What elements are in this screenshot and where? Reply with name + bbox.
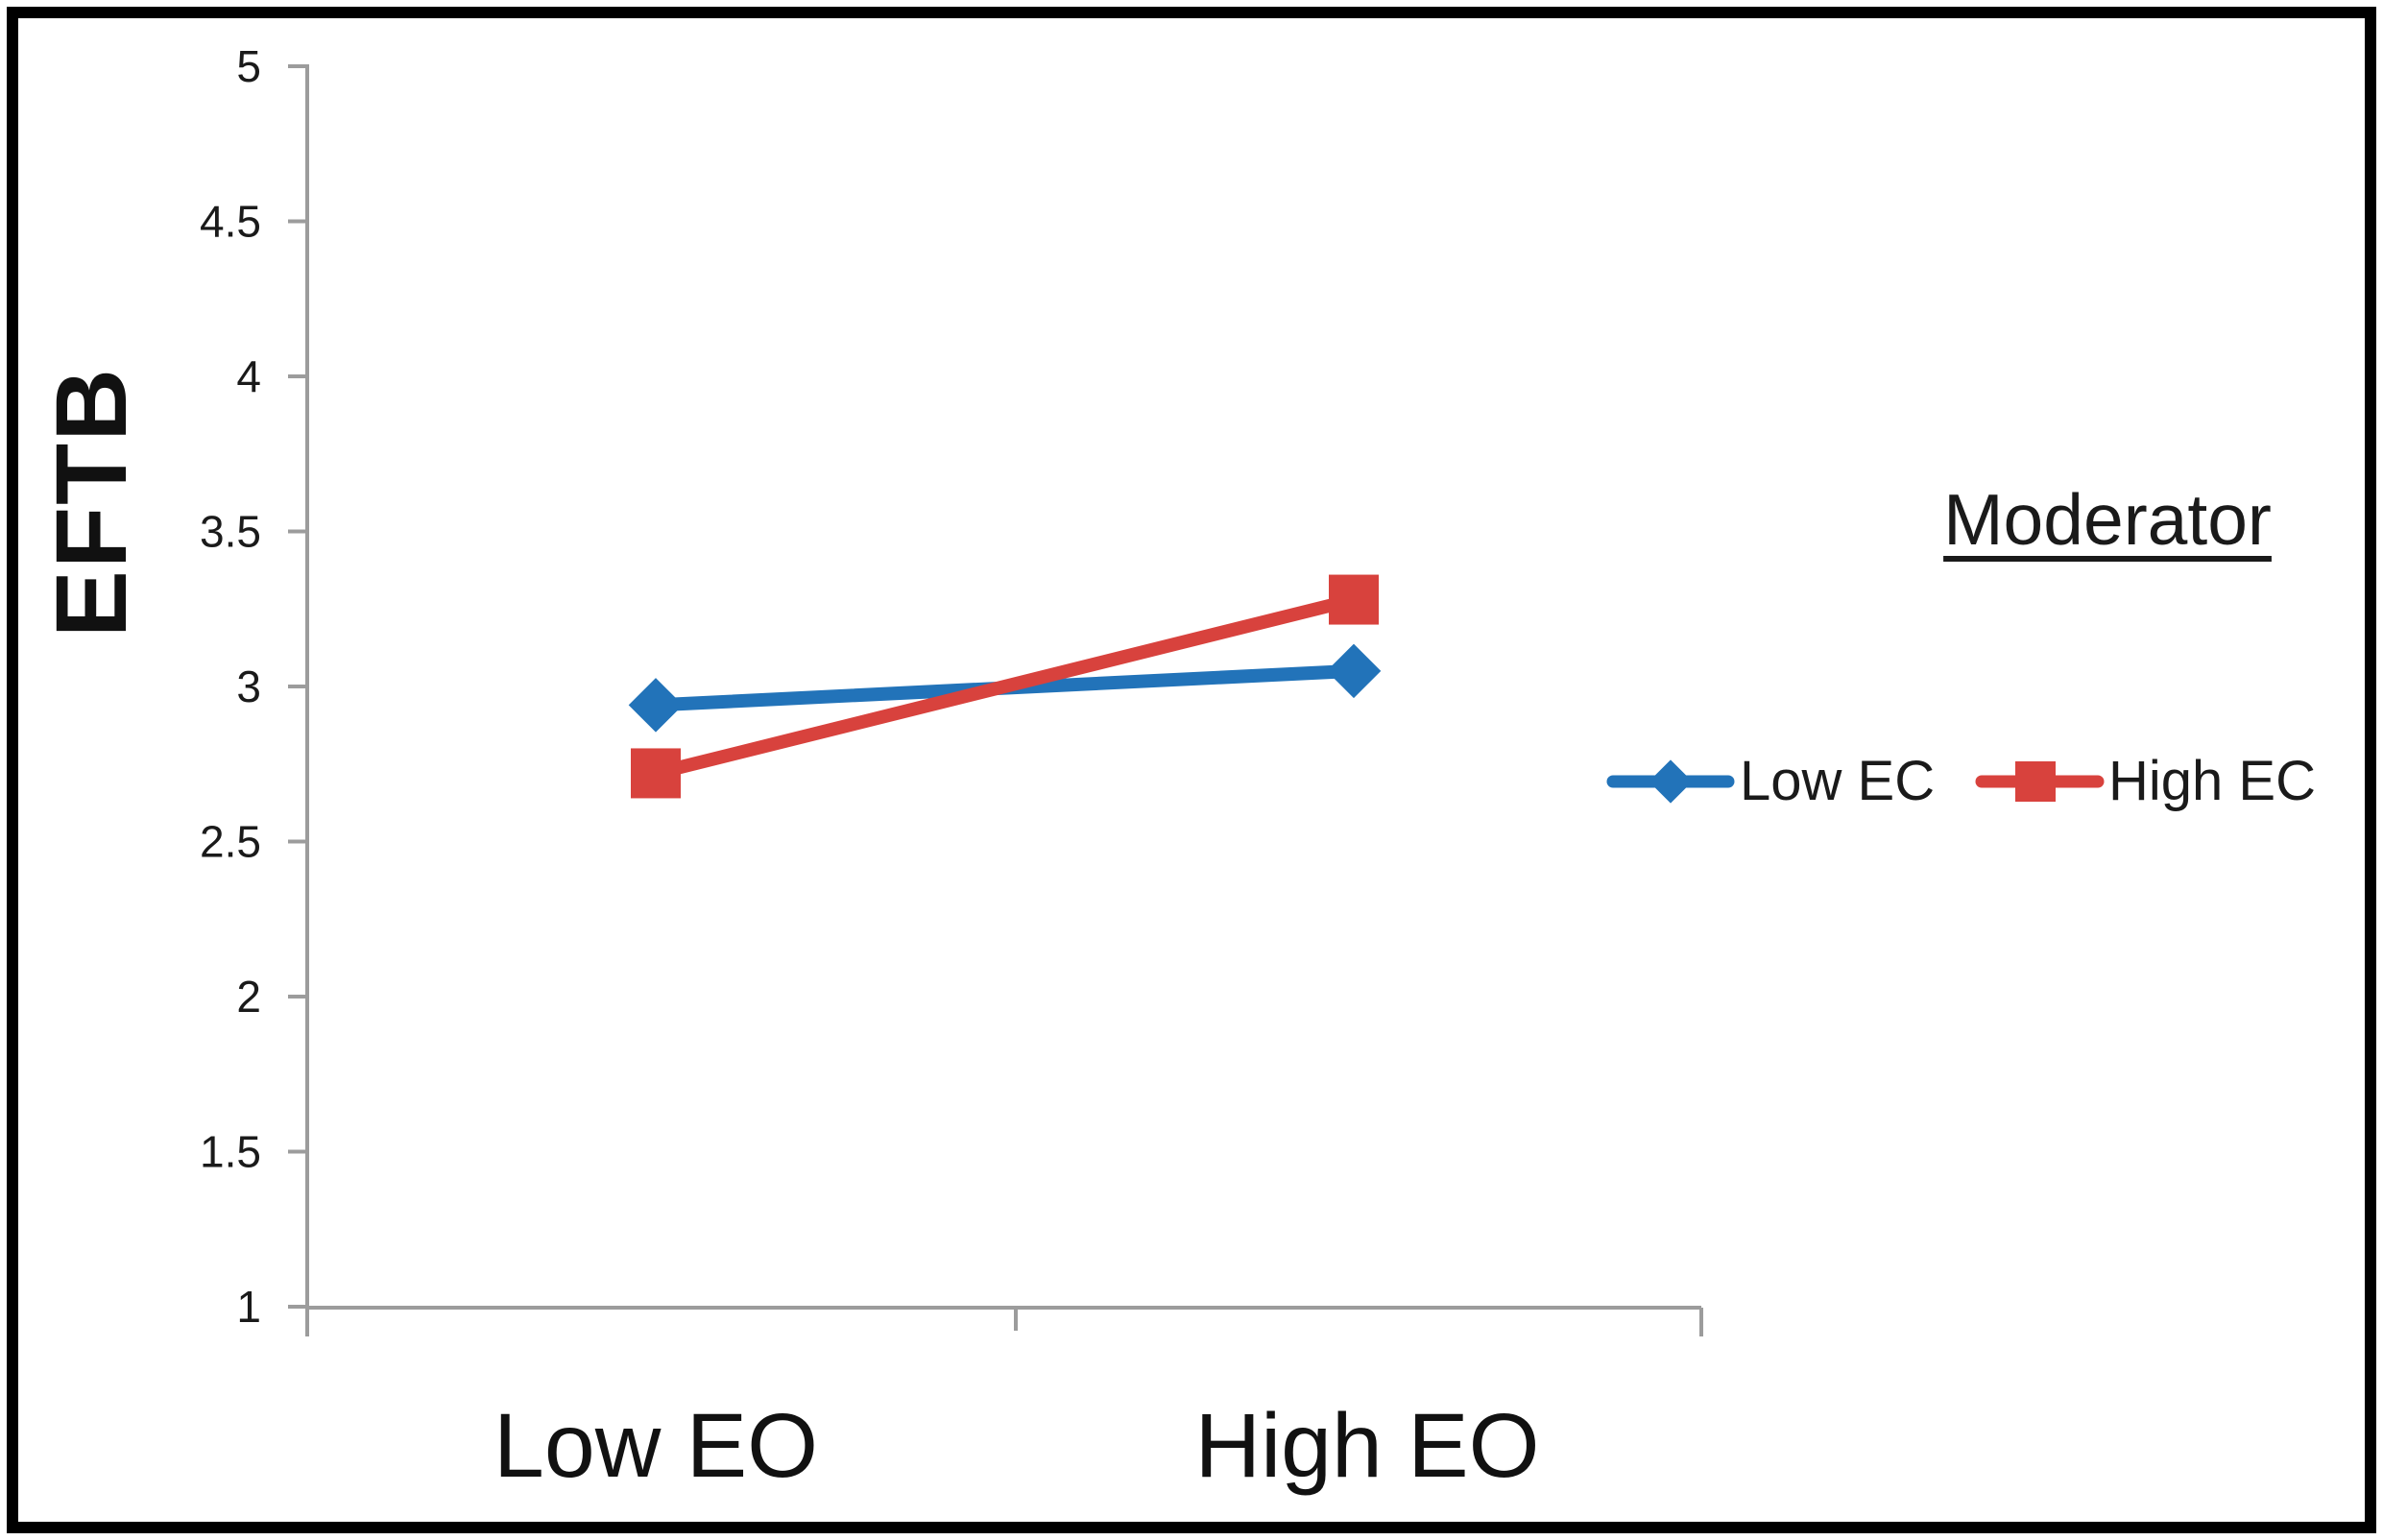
y-tick-label: 4.5: [200, 197, 261, 247]
y-tick-label: 5: [236, 41, 261, 91]
data-point-diamond: [628, 678, 684, 733]
data-point-square: [1329, 574, 1379, 625]
legend-label-low-ec: Low EC: [1740, 750, 1936, 812]
y-tick-label: 1.5: [200, 1127, 261, 1177]
axes-layer: 1 1.5 2 2.5 3 3.5 4 4.5 5 Low EO High EO: [200, 41, 1703, 1497]
legend-key-square: [2015, 761, 2056, 802]
x-category-label: High EO: [1194, 1395, 1539, 1497]
series-layer: [628, 574, 1382, 799]
data-point-diamond: [1326, 643, 1382, 699]
y-tick-label: 3: [236, 662, 261, 711]
legend-label-high-ec: High EC: [2108, 750, 2316, 812]
x-category-label: Low EO: [493, 1395, 818, 1497]
y-tick-label: 1: [236, 1282, 261, 1332]
y-tick-label: 3.5: [200, 507, 261, 557]
y-tick-label: 4: [236, 351, 261, 401]
y-tick-label: 2.5: [200, 817, 261, 867]
legend-title: Moderator: [1943, 479, 2272, 560]
data-point-square: [631, 748, 681, 799]
series-line-high-ec: [649, 592, 1360, 781]
y-tick-label: 2: [236, 972, 261, 1022]
legend-key-diamond: [1649, 759, 1693, 804]
legend-marker-layer: [1606, 759, 2105, 804]
chart-border: [7, 7, 2376, 1533]
